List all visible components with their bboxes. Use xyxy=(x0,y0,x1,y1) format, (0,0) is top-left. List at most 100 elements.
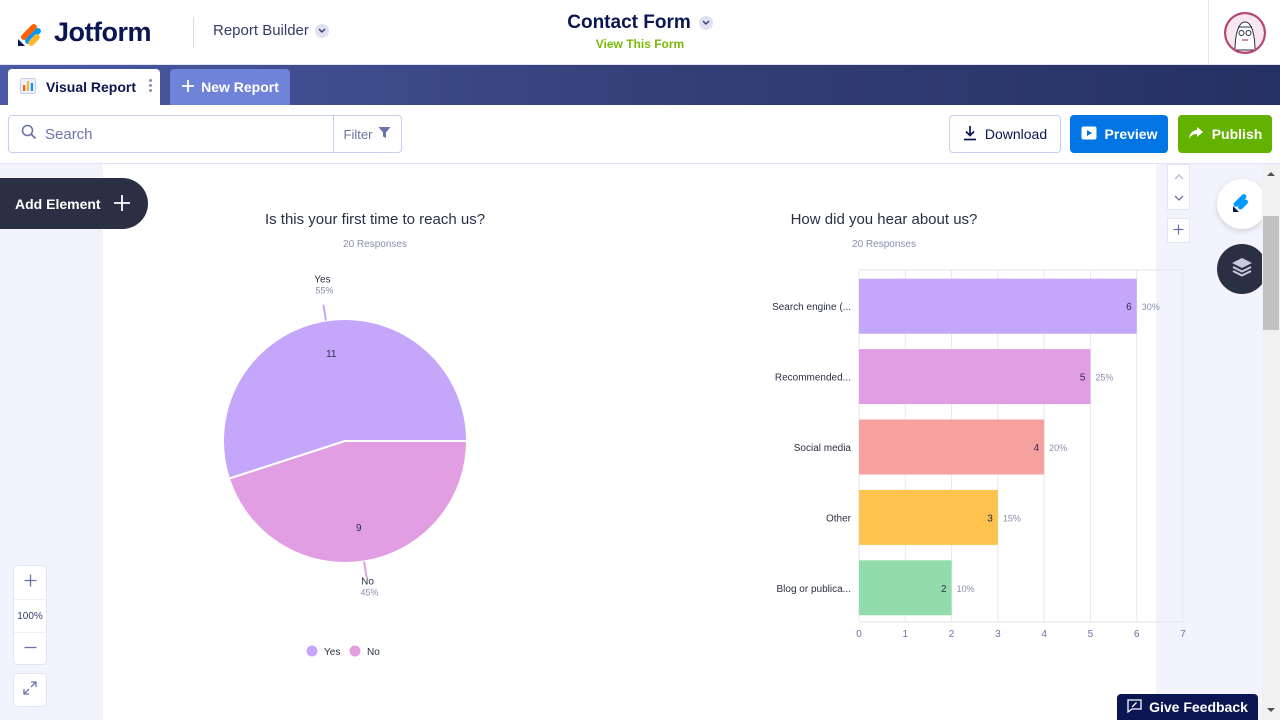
bar-chart-subtitle: 20 Responses xyxy=(852,239,916,250)
category-label: Blog or publica... xyxy=(777,584,852,595)
legend-swatch-yes xyxy=(306,645,318,657)
section-label: Report Builder xyxy=(213,22,309,39)
jotform-pen-icon xyxy=(1230,190,1254,219)
pie-chart-subtitle: 20 Responses xyxy=(343,239,407,250)
play-icon xyxy=(1081,126,1097,143)
share-arrow-icon xyxy=(1188,126,1204,143)
category-label: Search engine (... xyxy=(772,302,851,313)
scroll-up-icon[interactable] xyxy=(1266,171,1276,177)
avatar[interactable] xyxy=(1223,11,1266,54)
layers-icon xyxy=(1230,255,1254,284)
form-title-dropdown[interactable]: Contact Form xyxy=(567,12,713,34)
x-tick-label: 1 xyxy=(903,629,909,640)
zoom-out-button[interactable] xyxy=(14,633,46,666)
plus-icon xyxy=(24,574,37,592)
fullscreen-button[interactable] xyxy=(13,673,47,707)
download-button[interactable]: Download xyxy=(949,115,1061,153)
bar-4[interactable] xyxy=(859,560,952,616)
category-label: Other xyxy=(826,513,852,524)
download-icon xyxy=(963,125,977,144)
zoom-in-button[interactable] xyxy=(14,566,46,599)
brand-name: Jotform xyxy=(54,17,152,47)
x-tick-label: 7 xyxy=(1180,629,1186,640)
chevron-down-icon[interactable] xyxy=(1174,189,1184,207)
plus-icon xyxy=(110,191,134,218)
add-element-label: Add Element xyxy=(15,195,101,212)
filter-button[interactable]: Filter xyxy=(333,115,402,153)
bar-chart[interactable]: 0 1 2 3 4 5 6 7 Search engine (... 6 30% Recommende… xyxy=(623,204,1186,714)
give-feedback-button[interactable]: Give Feedback xyxy=(1117,694,1258,720)
bar-percent-label: 20% xyxy=(1049,443,1067,453)
pie-slice-name-label: No xyxy=(361,576,374,587)
bar-value-label: 6 xyxy=(1126,302,1132,313)
x-tick-label: 4 xyxy=(1041,629,1047,640)
add-page-button[interactable] xyxy=(1167,218,1190,243)
bar-value-label: 2 xyxy=(941,584,947,595)
report-tab-bar: Visual Report New Report xyxy=(0,65,1280,105)
bar-2[interactable] xyxy=(859,419,1045,475)
legend-label-no[interactable]: No xyxy=(367,647,380,658)
search-box xyxy=(8,115,334,153)
pie-slice-name-label: Yes xyxy=(314,275,330,286)
bar-value-label: 3 xyxy=(987,513,993,524)
preview-button[interactable]: Preview xyxy=(1070,115,1168,153)
x-tick-label: 2 xyxy=(949,629,955,640)
pie-value-label: 9 xyxy=(356,523,362,534)
download-label: Download xyxy=(984,126,1048,142)
bar-percent-label: 25% xyxy=(1095,373,1113,383)
plus-icon xyxy=(1173,222,1184,240)
publish-label: Publish xyxy=(1211,126,1263,142)
tab-label: Visual Report xyxy=(46,79,136,95)
x-tick-label: 6 xyxy=(1134,629,1140,640)
more-vertical-icon[interactable] xyxy=(149,79,152,92)
filter-icon xyxy=(378,126,391,142)
bar-percent-label: 30% xyxy=(1142,302,1160,312)
pie-value-label: 11 xyxy=(326,349,337,360)
chevron-down-icon xyxy=(698,16,713,30)
chart-icon xyxy=(20,77,36,97)
x-tick-label: 3 xyxy=(995,629,1001,640)
bar-1[interactable] xyxy=(859,349,1091,405)
publish-button[interactable]: Publish xyxy=(1178,115,1272,153)
pie-chart-title: Is this your first time to reach us? xyxy=(264,211,486,228)
bar-percent-label: 15% xyxy=(1003,513,1021,523)
add-element-button[interactable]: Add Element xyxy=(0,178,148,229)
pie-slice-no[interactable] xyxy=(227,440,469,564)
preview-label: Preview xyxy=(1104,126,1158,142)
zoom-level: 100% xyxy=(14,599,46,633)
category-label: Recommended... xyxy=(775,373,851,384)
page-navigator xyxy=(1167,164,1190,210)
jotform-assistant-button[interactable] xyxy=(1217,179,1267,229)
new-report-button[interactable]: New Report xyxy=(170,69,290,105)
category-label: Social media xyxy=(794,443,852,454)
bar-percent-label: 10% xyxy=(957,584,975,594)
search-input[interactable] xyxy=(45,125,305,143)
pie-slice-percent-label: 45% xyxy=(361,587,379,597)
pie-leader-line xyxy=(363,561,368,578)
jotform-logo[interactable]: Jotform xyxy=(16,17,152,48)
report-toolbar: Filter Download Preview Publish xyxy=(0,105,1280,164)
tab-visual-report[interactable]: Visual Report xyxy=(8,69,160,105)
bar-value-label: 4 xyxy=(1034,443,1040,454)
form-title: Contact Form xyxy=(567,12,691,33)
chevron-down-icon xyxy=(314,23,329,38)
filter-label: Filter xyxy=(343,126,373,142)
plus-icon xyxy=(181,79,195,96)
report-builder-menu[interactable]: Report Builder xyxy=(213,22,329,39)
view-form-link[interactable]: View This Form xyxy=(595,37,685,51)
pie-slice-percent-label: 55% xyxy=(315,286,333,296)
scrollbar-thumb[interactable] xyxy=(1263,216,1279,330)
zoom-controls: 100% xyxy=(13,565,47,665)
feedback-label: Give Feedback xyxy=(1149,699,1248,715)
avatar-container xyxy=(1208,0,1280,65)
scroll-down-icon[interactable] xyxy=(1266,707,1276,713)
legend-label-yes[interactable]: Yes xyxy=(324,647,340,658)
chevron-up-icon[interactable] xyxy=(1174,167,1184,185)
layers-button[interactable] xyxy=(1217,244,1267,294)
bar-0[interactable] xyxy=(859,278,1137,334)
bar-3[interactable] xyxy=(859,489,998,545)
x-tick-label: 0 xyxy=(856,629,862,640)
x-tick-label: 5 xyxy=(1088,629,1094,640)
header-divider xyxy=(193,17,194,48)
